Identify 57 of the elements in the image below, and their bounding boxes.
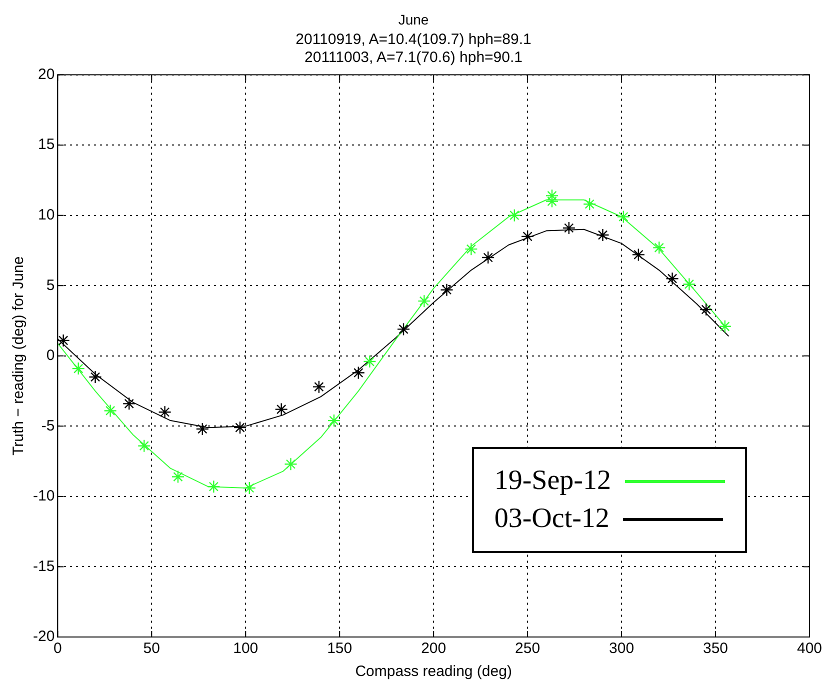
point — [171, 470, 185, 484]
point — [418, 294, 431, 308]
x-tick-label: 350 — [702, 640, 728, 658]
y-tick-label: 20 — [38, 66, 55, 83]
point — [352, 366, 366, 380]
x-tick-label: 100 — [233, 640, 258, 658]
x-tick-label: 150 — [327, 640, 352, 658]
point — [138, 439, 151, 452]
point — [632, 248, 646, 262]
x-axis-title: Compass reading (deg) — [355, 663, 512, 680]
x-tick-label: 300 — [609, 640, 634, 658]
point — [520, 230, 534, 244]
y-tick-label: -15 — [32, 558, 55, 575]
x-tick-label: 400 — [796, 640, 822, 658]
point — [464, 242, 478, 256]
y-tick-label: 5 — [46, 276, 55, 294]
legend-label: 19-Sep-12 — [494, 465, 611, 497]
point — [396, 322, 410, 336]
point — [700, 302, 713, 316]
point — [582, 198, 596, 211]
point — [207, 480, 220, 494]
chart-subtitle: 20110919, A=10.4(109.7) hph=89.1 20111003, A=7.1(70.6) hph=90.1 — [296, 30, 532, 66]
point — [158, 406, 172, 419]
point — [72, 362, 85, 376]
x-tick-label: 50 — [143, 640, 160, 658]
point — [652, 241, 666, 254]
point — [718, 320, 732, 333]
point — [682, 278, 696, 291]
x-tick-label: 250 — [515, 640, 540, 658]
point — [596, 228, 610, 242]
x-tick-label: 200 — [421, 640, 446, 658]
point — [274, 402, 288, 416]
point — [616, 210, 630, 224]
y-tick-label: -5 — [41, 417, 55, 434]
point — [312, 380, 326, 394]
point — [242, 481, 256, 495]
y-tick-label: 10 — [38, 206, 55, 224]
point — [284, 458, 298, 471]
point — [666, 272, 679, 286]
y-tick-label: 0 — [46, 347, 55, 364]
point — [233, 420, 247, 434]
point — [88, 370, 102, 384]
y-tick-label: -20 — [32, 628, 55, 646]
point — [122, 397, 136, 410]
chart-title: June — [398, 11, 429, 28]
point — [508, 208, 522, 222]
point — [363, 354, 376, 368]
y-tick-label: -10 — [32, 488, 55, 505]
point — [440, 283, 454, 296]
point — [481, 250, 495, 264]
y-tick-label: 15 — [38, 136, 55, 154]
point — [562, 221, 576, 235]
legend-label: 03-Oct-12 — [494, 503, 610, 535]
point — [196, 422, 210, 436]
y-axis-title: Truth − reading (deg) for June — [10, 256, 28, 456]
point — [327, 414, 341, 428]
point — [104, 404, 117, 418]
